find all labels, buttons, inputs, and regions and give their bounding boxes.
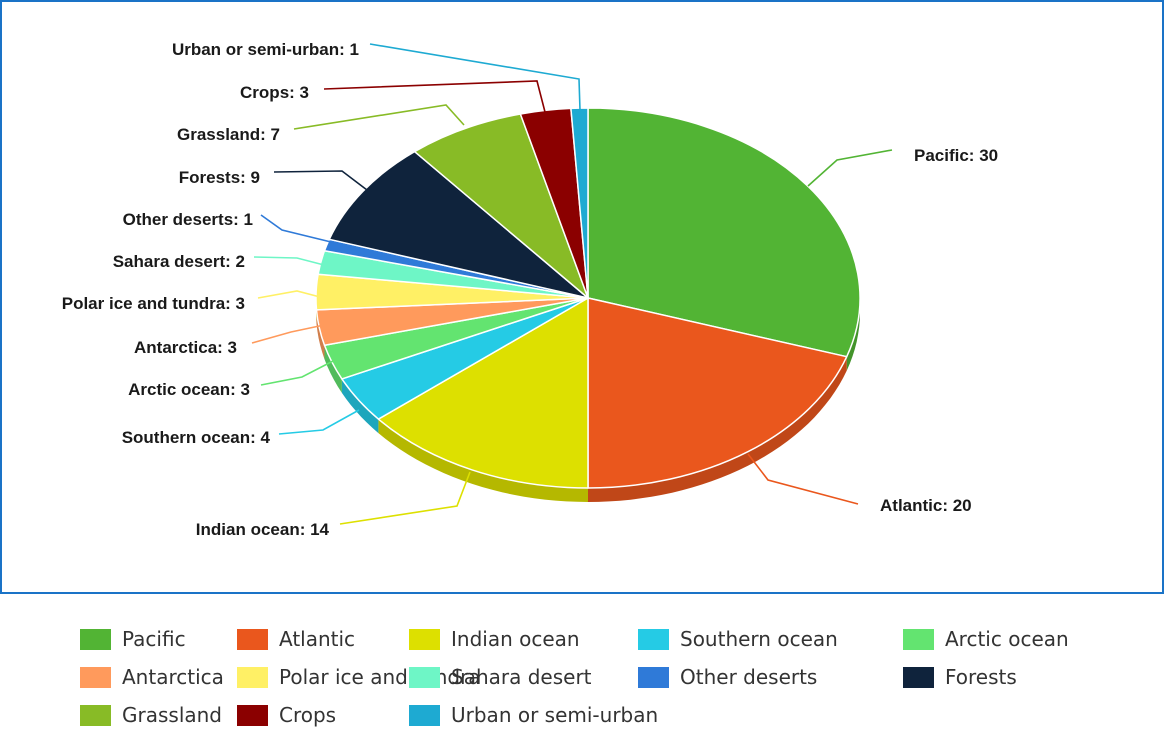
- legend-item-sahara-desert[interactable]: Sahara desert: [409, 664, 638, 690]
- data-label-crops: Crops: 3: [240, 83, 309, 102]
- callout-line-urban-or-semi-urban: [369, 43, 581, 111]
- data-label-atlantic: Atlantic: 20: [880, 496, 972, 515]
- legend-label: Crops: [279, 703, 337, 727]
- legend-label: Polar ice and tundra: [279, 665, 481, 689]
- legend-item-atlantic[interactable]: Atlantic: [237, 626, 409, 652]
- legend-swatch: [638, 628, 669, 650]
- legend-item-forests[interactable]: Forests: [903, 664, 1103, 690]
- legend-swatch: [237, 666, 268, 688]
- legend-swatch: [237, 628, 268, 650]
- legend-item-arctic-ocean[interactable]: Arctic ocean: [903, 626, 1103, 652]
- legend-swatch: [409, 628, 440, 650]
- data-label-polar-ice-and-tundra: Polar ice and tundra: 3: [62, 294, 245, 313]
- data-label-urban-or-semi-urban: Urban or semi-urban: 1: [172, 40, 359, 59]
- legend-item-other-deserts[interactable]: Other deserts: [638, 664, 903, 690]
- legend-item-pacific[interactable]: Pacific: [80, 626, 237, 652]
- legend-label: Sahara desert: [451, 665, 592, 689]
- callout-line-antarctica: [251, 324, 325, 344]
- legend-item-urban-or-semi-urban[interactable]: Urban or semi-urban: [409, 702, 658, 728]
- legend-label: Antarctica: [122, 665, 224, 689]
- legend-label: Atlantic: [279, 627, 356, 651]
- legend-item-indian-ocean[interactable]: Indian ocean: [409, 626, 638, 652]
- legend-label: Indian ocean: [451, 627, 580, 651]
- data-label-southern-ocean: Southern ocean: 4: [122, 428, 271, 447]
- pie-side-indian-ocean: [378, 419, 588, 502]
- legend-swatch: [638, 666, 669, 688]
- legend-swatch: [903, 628, 934, 650]
- legend-swatch: [80, 628, 111, 650]
- callout-line-arctic-ocean: [260, 360, 334, 386]
- pie-chart: Pacific: 30 Atlantic: 20 Indian ocean: 14 S…: [62, 40, 998, 539]
- pie-slice-pacific[interactable]: [587, 107, 861, 358]
- legend-label: Other deserts: [680, 665, 818, 689]
- callout-line-other-deserts: [260, 214, 332, 243]
- legend-label: Arctic ocean: [945, 627, 1069, 651]
- callout-line-polar-ice-and-tundra: [257, 290, 321, 299]
- data-label-pacific: Pacific: 30: [914, 146, 998, 165]
- data-label-indian-ocean: Indian ocean: 14: [196, 520, 330, 539]
- legend-swatch: [80, 704, 111, 726]
- legend-item-grassland[interactable]: Grassland: [80, 702, 237, 728]
- pie-side-pacific: [846, 298, 860, 371]
- legend-swatch: [903, 666, 934, 688]
- legend-label: Southern ocean: [680, 627, 838, 651]
- pie-slice-forests[interactable]: [328, 150, 589, 299]
- pie-slice-atlantic[interactable]: [587, 297, 848, 489]
- legend-label: Pacific: [122, 627, 186, 651]
- pie-slices: [315, 107, 861, 489]
- legend-item-polar-ice-and-tundra[interactable]: Polar ice and tundra: [237, 664, 481, 690]
- legend-swatch: [237, 704, 268, 726]
- legend-swatch: [80, 666, 111, 688]
- data-label-antarctica: Antarctica: 3: [134, 338, 237, 357]
- data-label-arctic-ocean: Arctic ocean: 3: [128, 380, 250, 399]
- callout-line-pacific: [807, 149, 893, 187]
- chart-frame: Pacific: 30 Atlantic: 20 Indian ocean: 14 S…: [0, 0, 1164, 594]
- legend-label: Urban or semi-urban: [451, 703, 659, 727]
- callout-line-southern-ocean: [278, 409, 360, 435]
- pie-data-labels: Pacific: 30 Atlantic: 20 Indian ocean: 14 S…: [62, 40, 998, 539]
- callout-line-sahara-desert: [253, 256, 325, 266]
- data-label-other-deserts: Other deserts: 1: [123, 210, 253, 229]
- callout-line-atlantic: [747, 453, 859, 505]
- legend-item-southern-ocean[interactable]: Southern ocean: [638, 626, 903, 652]
- legend-label: Grassland: [122, 703, 222, 727]
- data-label-grassland: Grassland: 7: [177, 125, 280, 144]
- callout-line-indian-ocean: [339, 471, 471, 525]
- pie-slice-grassland[interactable]: [413, 113, 589, 299]
- legend-swatch: [409, 704, 440, 726]
- legend-label: Forests: [945, 665, 1017, 689]
- callout-line-crops: [323, 80, 546, 113]
- legend-item-crops[interactable]: Crops: [237, 702, 409, 728]
- pie-slice-indian-ocean[interactable]: [377, 297, 589, 489]
- legend-swatch: [409, 666, 440, 688]
- callout-line-forests: [273, 170, 368, 191]
- legend: Pacific Atlantic Indian ocean Southern o…: [80, 626, 1140, 728]
- legend-item-antarctica[interactable]: Antarctica: [80, 664, 237, 690]
- data-label-sahara-desert: Sahara desert: 2: [113, 252, 245, 271]
- callout-line-grassland: [293, 104, 465, 130]
- data-label-forests: Forests: 9: [179, 168, 260, 187]
